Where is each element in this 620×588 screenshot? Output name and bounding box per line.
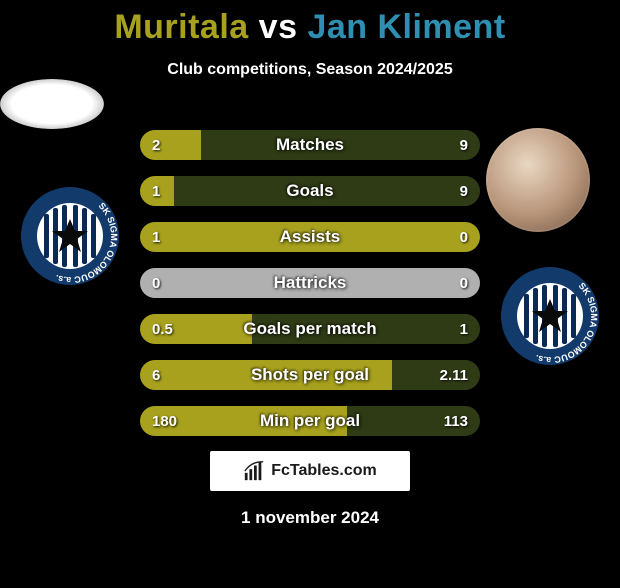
stat-bar-right xyxy=(252,314,480,344)
stat-value-right: 0 xyxy=(448,268,480,298)
stat-value-left: 1 xyxy=(140,222,172,252)
stats-container: 2 9 Matches 1 9 Goals 1 0 Assists 0 0 Ha… xyxy=(140,130,480,452)
stat-row-assists: 1 0 Assists xyxy=(140,222,480,252)
brand-logo: FcTables.com xyxy=(210,451,410,491)
stat-value-right: 1 xyxy=(448,314,480,344)
stat-bar-left xyxy=(140,222,480,252)
stat-row-matches: 2 9 Matches xyxy=(140,130,480,160)
generated-date: 1 november 2024 xyxy=(0,508,620,528)
stat-value-right: 0 xyxy=(448,222,480,252)
player1-name: Muritala xyxy=(114,8,248,46)
stat-value-right: 9 xyxy=(448,130,480,160)
bars-icon xyxy=(243,460,265,482)
title-vs: vs xyxy=(259,8,298,46)
stat-bar-right xyxy=(174,176,480,206)
stat-row-goals: 1 9 Goals xyxy=(140,176,480,206)
stat-value-left: 2 xyxy=(140,130,172,160)
player1-club-badge: SK SIGMA OLOMOUC a.s. xyxy=(20,186,120,286)
subtitle: Club competitions, Season 2024/2025 xyxy=(0,61,620,79)
stat-value-right: 113 xyxy=(432,406,480,436)
stat-row-gpm: 0.5 1 Goals per match xyxy=(140,314,480,344)
player2-avatar xyxy=(486,128,590,232)
stat-value-left: 180 xyxy=(140,406,189,436)
player2-name: Jan Kliment xyxy=(307,8,505,46)
stat-row-spg: 6 2.11 Shots per goal xyxy=(140,360,480,390)
player2-club-badge: SK SIGMA OLOMOUC a.s. xyxy=(500,266,600,366)
stat-row-mpg: 180 113 Min per goal xyxy=(140,406,480,436)
club-badge-icon: SK SIGMA OLOMOUC a.s. xyxy=(20,186,120,286)
stat-value-left: 1 xyxy=(140,176,172,206)
stat-row-hattricks: 0 0 Hattricks xyxy=(140,268,480,298)
stat-bar-left xyxy=(140,360,392,390)
stat-value-right: 9 xyxy=(448,176,480,206)
comparison-title: Muritala vs Jan Kliment xyxy=(0,8,620,47)
stat-value-left: 0.5 xyxy=(140,314,185,344)
stat-value-right: 2.11 xyxy=(428,360,480,390)
brand-text: FcTables.com xyxy=(271,462,377,480)
player1-avatar xyxy=(0,79,104,129)
club-badge-icon: SK SIGMA OLOMOUC a.s. xyxy=(500,266,600,366)
stat-value-left: 0 xyxy=(140,268,172,298)
stat-bar-right xyxy=(201,130,480,160)
stat-value-left: 6 xyxy=(140,360,172,390)
